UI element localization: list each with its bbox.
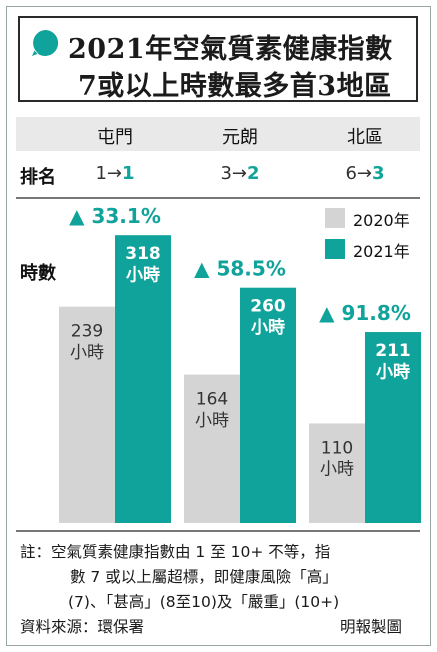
note-line-3: (7)、「甚高」(8至10)及「嚴重」(10+) (68, 593, 340, 611)
legend-text-2021: 2021年 (353, 242, 410, 261)
change-label-2: ▲ 91.8% (319, 301, 411, 325)
chart-title-line1: 2021年空氣質素健康指數 (68, 34, 393, 65)
source-note: 資料來源：環保署 (20, 618, 145, 636)
bar-2020-0 (59, 306, 115, 523)
bar-label-2020-0: 239 小時 (70, 322, 104, 363)
rank-to-2: 3 (372, 163, 385, 184)
bar-2020-2 (309, 423, 365, 523)
bar-2021-1 (240, 287, 296, 523)
note-line-2: 數 7 或以上屬超標，即健康風險「高」 (70, 568, 338, 586)
speech-bubble-icon (32, 29, 59, 56)
chart-title-line2: 7或以上時數最多首3地區 (78, 71, 392, 102)
category-label-1: 元朗 (222, 127, 258, 148)
rank-cell-1: 3→2 (180, 163, 300, 184)
note-divider (16, 530, 420, 532)
rank-from-2: 6→ (345, 163, 372, 184)
rank-to-0: 1 (122, 163, 135, 184)
bar-label-2020-1: 164 小時 (195, 390, 229, 431)
title-box: 2021年空氣質素健康指數 7或以上時數最多首3地區 (18, 16, 418, 102)
rank-cell-2: 6→3 (305, 163, 425, 184)
bar-2021-0 (115, 235, 171, 523)
note-line-1: 註：空氣質素健康指數由 1 至 10+ 不等，指 (20, 543, 331, 561)
outer-frame (6, 6, 431, 646)
rank-to-1: 2 (247, 163, 260, 184)
legend-text-2020: 2020年 (353, 211, 410, 230)
rank-cell-0: 1→1 (55, 163, 175, 184)
credit-note: 明報製圖 (340, 618, 403, 636)
rank-from-0: 1→ (95, 163, 122, 184)
legend-swatch-2021 (325, 239, 345, 259)
change-label-0: ▲ 33.1% (69, 204, 161, 228)
y-axis-label: 時數 (20, 263, 56, 284)
rank-divider (16, 197, 420, 199)
bar-label-2020-2: 110 小時 (320, 438, 354, 479)
legend-swatch-2020 (325, 208, 345, 228)
bar-label-2021-0: 318 小時 (125, 244, 161, 285)
bar-label-2021-1: 260 小時 (250, 297, 286, 338)
category-label-2: 北區 (347, 127, 383, 148)
change-label-1: ▲ 58.5% (194, 257, 286, 281)
bar-2021-2 (365, 332, 421, 523)
bar-label-2021-2: 211 小時 (375, 341, 411, 382)
category-header-band (16, 117, 420, 151)
bar-2020-1 (184, 374, 240, 523)
rank-from-1: 3→ (220, 163, 247, 184)
category-label-0: 屯門 (97, 127, 133, 148)
rank-label: 排名 (20, 167, 56, 188)
